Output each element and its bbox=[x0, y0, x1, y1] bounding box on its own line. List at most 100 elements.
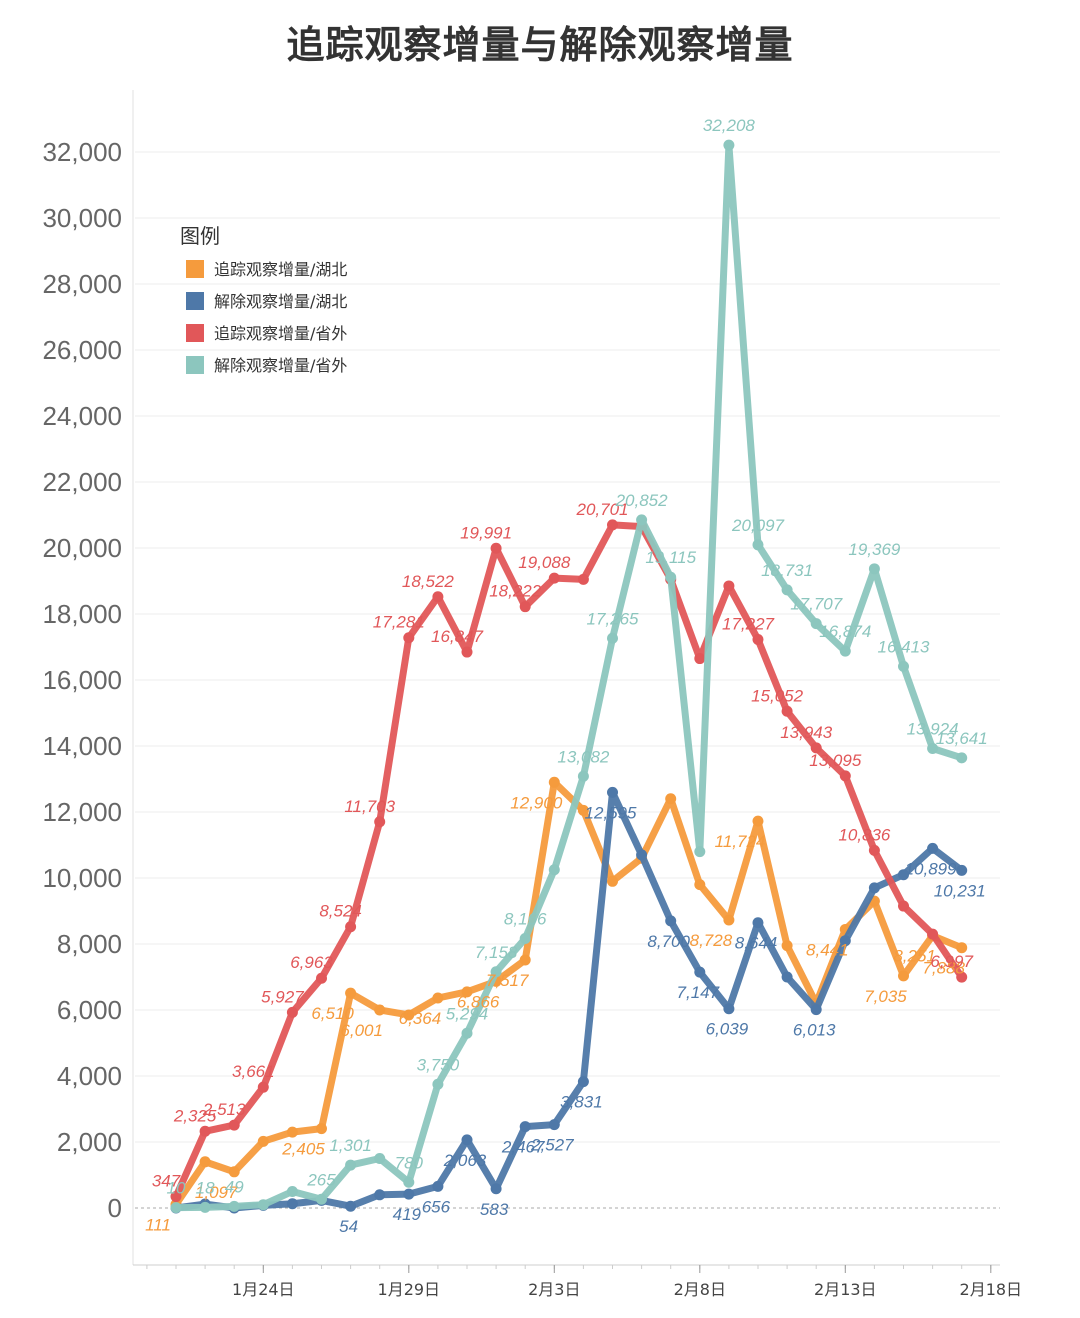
data-label: 6,866 bbox=[457, 992, 500, 1011]
data-point bbox=[781, 971, 793, 983]
data-label: 17,281 bbox=[373, 613, 425, 632]
data-point bbox=[927, 842, 939, 854]
data-point bbox=[694, 966, 706, 978]
x-tick-label: 1月24日 bbox=[232, 1280, 295, 1299]
data-point bbox=[898, 970, 909, 982]
data-point bbox=[490, 966, 502, 978]
y-tick-label: 8,000 bbox=[57, 929, 122, 959]
data-label: 13,082 bbox=[557, 747, 610, 766]
data-point bbox=[694, 653, 706, 665]
series-layer bbox=[170, 139, 968, 1214]
data-point bbox=[432, 992, 444, 1004]
data-point bbox=[781, 940, 793, 952]
data-point bbox=[577, 573, 589, 585]
data-label: 3,661 bbox=[232, 1062, 275, 1081]
data-label: 5,927 bbox=[261, 987, 304, 1006]
data-label: 265 bbox=[306, 1170, 336, 1189]
data-label: 8,524 bbox=[319, 902, 362, 921]
data-point bbox=[810, 1004, 822, 1016]
data-label: 8,728 bbox=[690, 931, 733, 950]
data-label: 10,899 bbox=[905, 859, 958, 878]
y-tick-label: 22,000 bbox=[42, 467, 122, 497]
data-point bbox=[927, 928, 939, 940]
data-point bbox=[374, 1004, 386, 1016]
data-label: 2,513 bbox=[202, 1100, 246, 1119]
y-tick-label: 24,000 bbox=[42, 401, 122, 431]
data-point bbox=[810, 742, 822, 754]
data-label: 18,731 bbox=[761, 561, 813, 580]
data-label: 54 bbox=[339, 1217, 358, 1236]
data-point bbox=[723, 580, 735, 592]
x-tick-label: 1月29日 bbox=[378, 1280, 441, 1299]
data-point bbox=[374, 1189, 386, 1201]
data-point bbox=[752, 917, 764, 929]
data-point bbox=[723, 1003, 735, 1015]
data-point bbox=[286, 1198, 298, 1210]
data-point bbox=[461, 1027, 473, 1039]
y-tick-label: 2,000 bbox=[57, 1127, 122, 1157]
legend-label: 追踪观察增量/省外 bbox=[214, 324, 347, 343]
data-point bbox=[607, 632, 618, 644]
data-point bbox=[839, 645, 851, 657]
data-label: 18 bbox=[196, 1178, 215, 1197]
data-label: 16,847 bbox=[431, 627, 484, 646]
data-label: 19,991 bbox=[460, 523, 512, 542]
series-line bbox=[172, 141, 966, 1212]
data-point bbox=[548, 572, 560, 584]
data-label: 6,039 bbox=[706, 1020, 749, 1039]
legend-label: 解除观察增量/省外 bbox=[214, 356, 347, 375]
data-point bbox=[868, 882, 880, 894]
data-point bbox=[170, 1202, 182, 1214]
data-point bbox=[898, 900, 909, 912]
y-tick-label: 10,000 bbox=[42, 863, 122, 893]
data-point bbox=[345, 1200, 357, 1212]
data-point bbox=[345, 1159, 357, 1171]
data-point bbox=[228, 1119, 240, 1131]
legend-swatch bbox=[186, 260, 204, 278]
data-point bbox=[665, 915, 677, 927]
data-point bbox=[577, 770, 589, 782]
data-point bbox=[898, 869, 909, 881]
data-point bbox=[694, 846, 706, 858]
data-point bbox=[519, 1121, 531, 1133]
data-point bbox=[490, 1183, 502, 1195]
data-label: 12,900 bbox=[510, 793, 563, 812]
data-point bbox=[519, 601, 531, 613]
data-point bbox=[257, 1135, 269, 1147]
data-point bbox=[752, 539, 764, 551]
data-label: 10,231 bbox=[934, 881, 986, 900]
data-label: 17,265 bbox=[587, 609, 640, 628]
legend-swatch bbox=[186, 356, 204, 374]
data-label: 17,707 bbox=[790, 595, 843, 614]
data-label: 19,115 bbox=[645, 548, 696, 567]
data-point bbox=[607, 519, 618, 531]
data-point bbox=[956, 864, 968, 876]
data-point bbox=[170, 1191, 182, 1203]
data-label: 8,251 bbox=[893, 947, 936, 966]
data-label: 15,052 bbox=[751, 686, 804, 705]
data-point bbox=[316, 1193, 327, 1205]
data-point bbox=[374, 816, 386, 828]
data-point bbox=[345, 987, 357, 999]
data-point bbox=[927, 743, 939, 755]
data-label: 7,517 bbox=[486, 971, 529, 990]
data-label: 8,700 bbox=[647, 932, 690, 951]
data-label: 6,013 bbox=[793, 1021, 836, 1040]
data-label: 49 bbox=[225, 1177, 244, 1196]
data-point bbox=[461, 1134, 473, 1146]
data-label: 6,510 bbox=[311, 1004, 354, 1023]
data-label: 8,644 bbox=[735, 934, 778, 953]
data-point bbox=[461, 986, 473, 998]
data-label: 20,701 bbox=[576, 500, 629, 519]
data-point bbox=[577, 804, 589, 816]
y-tick-label: 0 bbox=[108, 1193, 122, 1223]
data-point bbox=[694, 879, 706, 891]
y-tick-label: 16,000 bbox=[42, 665, 122, 695]
data-point bbox=[461, 646, 473, 658]
data-point bbox=[257, 1199, 269, 1211]
data-point bbox=[868, 844, 880, 856]
x-tick-label: 2月18日 bbox=[960, 1280, 1023, 1299]
data-point bbox=[345, 921, 357, 933]
data-label: 11,703 bbox=[344, 797, 395, 816]
